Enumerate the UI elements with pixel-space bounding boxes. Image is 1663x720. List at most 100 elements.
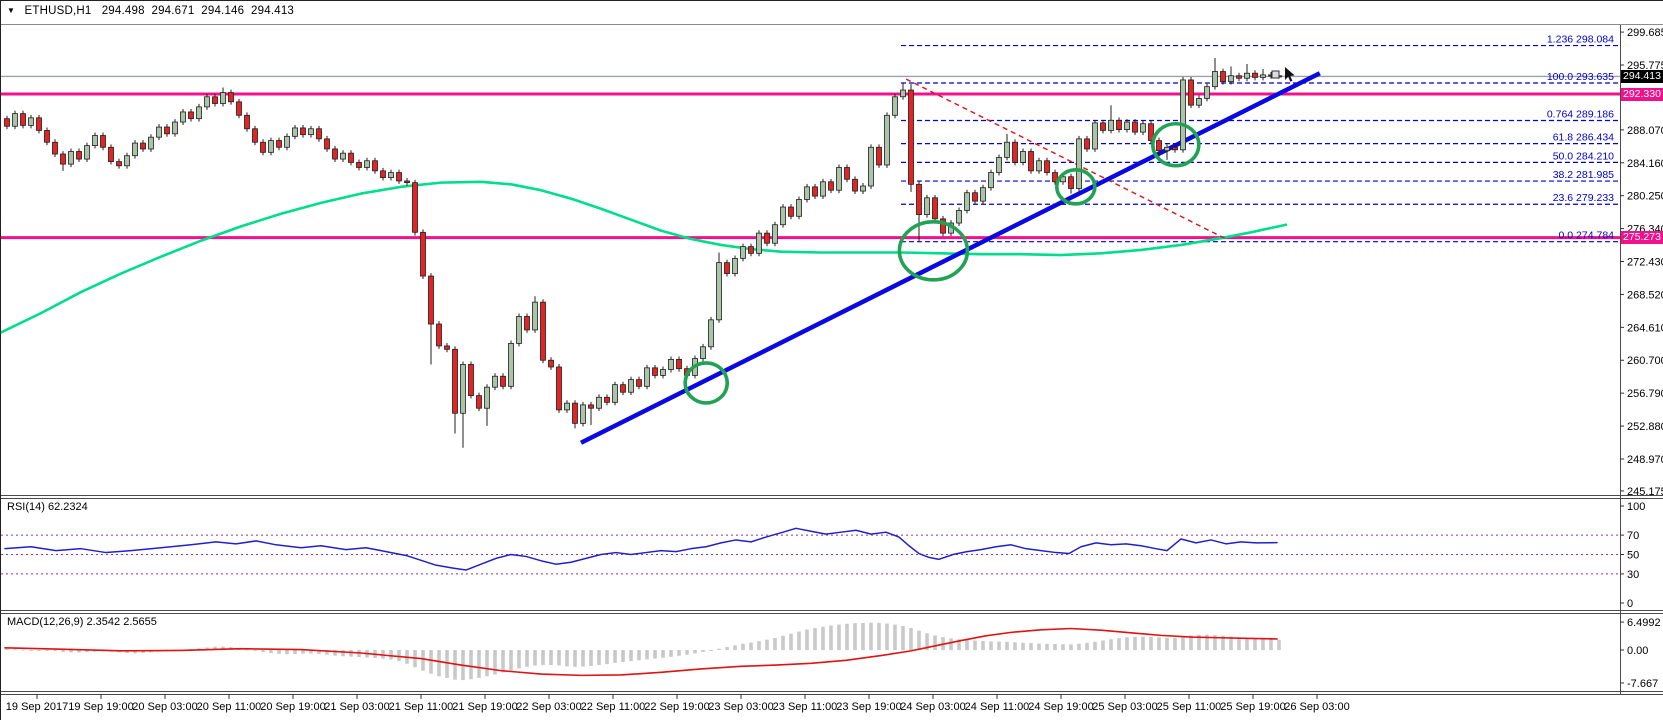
candle-up bbox=[836, 167, 842, 191]
svg-text:21 Sep 11:00: 21 Sep 11:00 bbox=[389, 701, 454, 713]
candle-down bbox=[452, 348, 458, 414]
macd-histogram-bar bbox=[1189, 635, 1193, 650]
macd-histogram-bar bbox=[397, 650, 401, 662]
svg-text:0: 0 bbox=[1627, 598, 1633, 610]
candle-down bbox=[604, 396, 610, 403]
macd-histogram-bar bbox=[5, 648, 9, 650]
candle-up bbox=[84, 145, 90, 160]
candle-up bbox=[1260, 74, 1266, 78]
macd-histogram-bar bbox=[309, 650, 313, 654]
candle-down bbox=[436, 323, 442, 347]
svg-text:22 Sep 19:00: 22 Sep 19:00 bbox=[644, 701, 709, 713]
candle-down bbox=[428, 275, 434, 325]
svg-text:25 Sep 11:00: 25 Sep 11:00 bbox=[1157, 701, 1222, 713]
macd-histogram-bar bbox=[13, 649, 17, 651]
candle-down bbox=[852, 178, 858, 192]
candle-up bbox=[308, 128, 314, 136]
macd-histogram-bar bbox=[1101, 640, 1105, 650]
macd-histogram-bar bbox=[1181, 636, 1185, 650]
candle-down bbox=[412, 182, 418, 233]
rsi-indicator-label: RSI(14) 62.2324 bbox=[7, 501, 88, 513]
svg-text:264.610: 264.610 bbox=[1627, 322, 1663, 334]
candle-down bbox=[212, 96, 218, 104]
candle-down bbox=[764, 232, 770, 244]
macd-histogram-bar bbox=[629, 650, 633, 662]
candle-down bbox=[348, 152, 354, 163]
candle-down bbox=[444, 345, 450, 350]
candle-up bbox=[668, 359, 674, 370]
candle-down bbox=[1252, 72, 1258, 78]
macd-histogram-bar bbox=[645, 650, 649, 660]
candle-down bbox=[940, 218, 946, 234]
current-price-badge: 294.413 bbox=[1621, 69, 1663, 83]
macd-histogram-bar bbox=[581, 650, 585, 667]
candle-down bbox=[1012, 141, 1018, 163]
svg-text:23 Sep 19:00: 23 Sep 19:00 bbox=[836, 701, 901, 713]
macd-histogram-bar bbox=[861, 622, 865, 650]
object-handle bbox=[1271, 70, 1280, 79]
candle-down bbox=[916, 183, 922, 216]
candle-up bbox=[796, 199, 802, 217]
macd-histogram-bar bbox=[1077, 643, 1081, 650]
macd-histogram-bar bbox=[1133, 636, 1137, 650]
candle-down bbox=[228, 92, 234, 103]
candle-down bbox=[1052, 172, 1058, 183]
candle-down bbox=[1188, 79, 1194, 106]
macd-histogram-bar bbox=[517, 650, 521, 669]
macd-histogram-bar bbox=[989, 641, 993, 650]
macd-histogram-bar bbox=[269, 650, 273, 654]
svg-text:280.250: 280.250 bbox=[1627, 191, 1663, 203]
macd-histogram-bar bbox=[1221, 635, 1225, 650]
candle-up bbox=[68, 151, 74, 165]
macd-histogram-bar bbox=[773, 637, 777, 650]
macd-histogram-bar bbox=[1093, 641, 1097, 650]
candles-layer bbox=[4, 58, 1282, 448]
candle-up bbox=[1092, 122, 1098, 150]
svg-text:6.4992: 6.4992 bbox=[1627, 617, 1661, 629]
macd-histogram-bar bbox=[549, 650, 553, 666]
candle-down bbox=[36, 117, 42, 131]
macd-histogram-bar bbox=[141, 650, 145, 654]
svg-text:-7.667: -7.667 bbox=[1627, 678, 1658, 690]
macd-histogram-bar bbox=[1013, 642, 1017, 650]
candle-up bbox=[868, 146, 874, 187]
trendline-touch-circle bbox=[897, 220, 970, 282]
candle-up bbox=[508, 343, 514, 387]
candle-up bbox=[1244, 72, 1250, 79]
macd-histogram-bar bbox=[349, 650, 353, 657]
macd-histogram-bar bbox=[925, 633, 929, 650]
macd-histogram-bar bbox=[981, 640, 985, 650]
svg-text:70: 70 bbox=[1627, 530, 1639, 542]
candle-up bbox=[12, 113, 18, 127]
triangle-down-icon[interactable]: ▼ bbox=[7, 6, 16, 15]
candle-up bbox=[660, 369, 666, 376]
svg-text:288.070: 288.070 bbox=[1627, 125, 1663, 137]
macd-histogram-bar bbox=[813, 628, 817, 650]
macd-histogram-bar bbox=[1125, 637, 1129, 650]
macd-histogram-bar bbox=[997, 641, 1001, 650]
svg-text:248.970: 248.970 bbox=[1627, 454, 1663, 466]
svg-text:256.790: 256.790 bbox=[1627, 388, 1663, 400]
macd-histogram-bar bbox=[253, 650, 257, 651]
macd-histogram-bar bbox=[277, 650, 281, 654]
candle-up bbox=[1164, 146, 1170, 152]
macd-histogram-bar bbox=[885, 623, 889, 650]
pink-levels bbox=[1, 92, 1620, 240]
candle-down bbox=[1132, 121, 1138, 133]
quote-open: 294.498 bbox=[101, 5, 145, 17]
svg-text:24 Sep 03:00: 24 Sep 03:00 bbox=[900, 701, 965, 713]
macd-histogram-bar bbox=[1157, 637, 1161, 650]
candle-up bbox=[756, 232, 762, 254]
candle-down bbox=[188, 111, 194, 120]
macd-histogram-bar bbox=[1069, 644, 1073, 650]
macd-histogram-bar bbox=[829, 625, 833, 650]
candle-down bbox=[316, 128, 322, 140]
support-price-badge: 275.273 bbox=[1621, 231, 1663, 245]
macd-histogram-bar bbox=[965, 639, 969, 650]
svg-text:25 Sep 03:00: 25 Sep 03:00 bbox=[1092, 701, 1157, 713]
macd-histogram-bar bbox=[1253, 638, 1257, 650]
macd-panel: 6.4992 0.00 -7.667 bbox=[4, 617, 1661, 690]
candle-down bbox=[276, 140, 282, 148]
